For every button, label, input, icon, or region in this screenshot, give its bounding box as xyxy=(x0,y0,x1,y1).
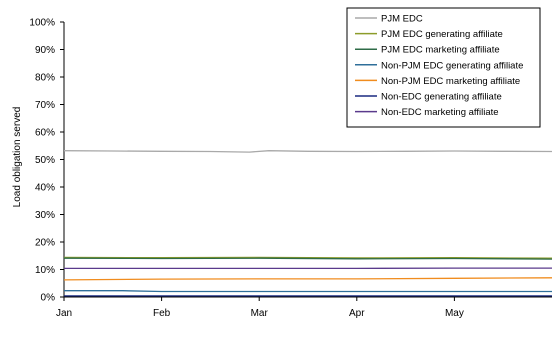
y-axis-ticks: 0% 10% 20% 30% 40% 50% 60% 70% 80% 90% 100% xyxy=(29,18,64,304)
legend-box xyxy=(346,7,541,128)
y-tick-label: 50% xyxy=(35,155,55,166)
y-tick-label: 60% xyxy=(35,128,55,139)
x-tick-label: Feb xyxy=(153,308,171,319)
series-line xyxy=(63,257,552,260)
chart-legend: PJM EDC PJM EDC generating affiliate PJM E… xyxy=(346,7,541,128)
y-tick-label: 20% xyxy=(35,238,55,249)
legend-label: PJM EDC xyxy=(381,14,423,25)
x-tick-label: Jan xyxy=(56,308,72,319)
legend-label: PJM EDC marketing affiliate xyxy=(381,45,500,56)
y-tick-label: 10% xyxy=(35,265,55,276)
series-line xyxy=(63,150,552,153)
chart-series xyxy=(63,150,552,297)
x-axis-ticks: Jan Feb Mar Apr May xyxy=(56,297,464,319)
x-tick-label: May xyxy=(445,308,464,319)
legend-label: Non-PJM EDC generating affiliate xyxy=(381,60,523,71)
legend-label: Non-PJM EDC marketing affiliate xyxy=(381,76,520,87)
x-tick-label: Apr xyxy=(349,308,365,319)
y-tick-label: 90% xyxy=(35,45,55,56)
series-line xyxy=(63,277,552,281)
legend-label: PJM EDC generating affiliate xyxy=(381,29,503,40)
y-tick-label: 70% xyxy=(35,100,55,111)
y-axis-label: Load obligation served xyxy=(12,107,23,208)
series-line xyxy=(63,256,552,259)
x-tick-label: Mar xyxy=(251,308,269,319)
legend-label: Non-EDC marketing affiliate xyxy=(381,107,499,118)
y-tick-label: 0% xyxy=(41,293,56,304)
y-tick-label: 100% xyxy=(29,18,55,29)
y-tick-label: 40% xyxy=(35,183,55,194)
y-tick-label: 80% xyxy=(35,73,55,84)
y-tick-label: 30% xyxy=(35,210,55,221)
series-line xyxy=(64,290,552,293)
legend-label: Non-EDC generating affiliate xyxy=(381,92,502,103)
